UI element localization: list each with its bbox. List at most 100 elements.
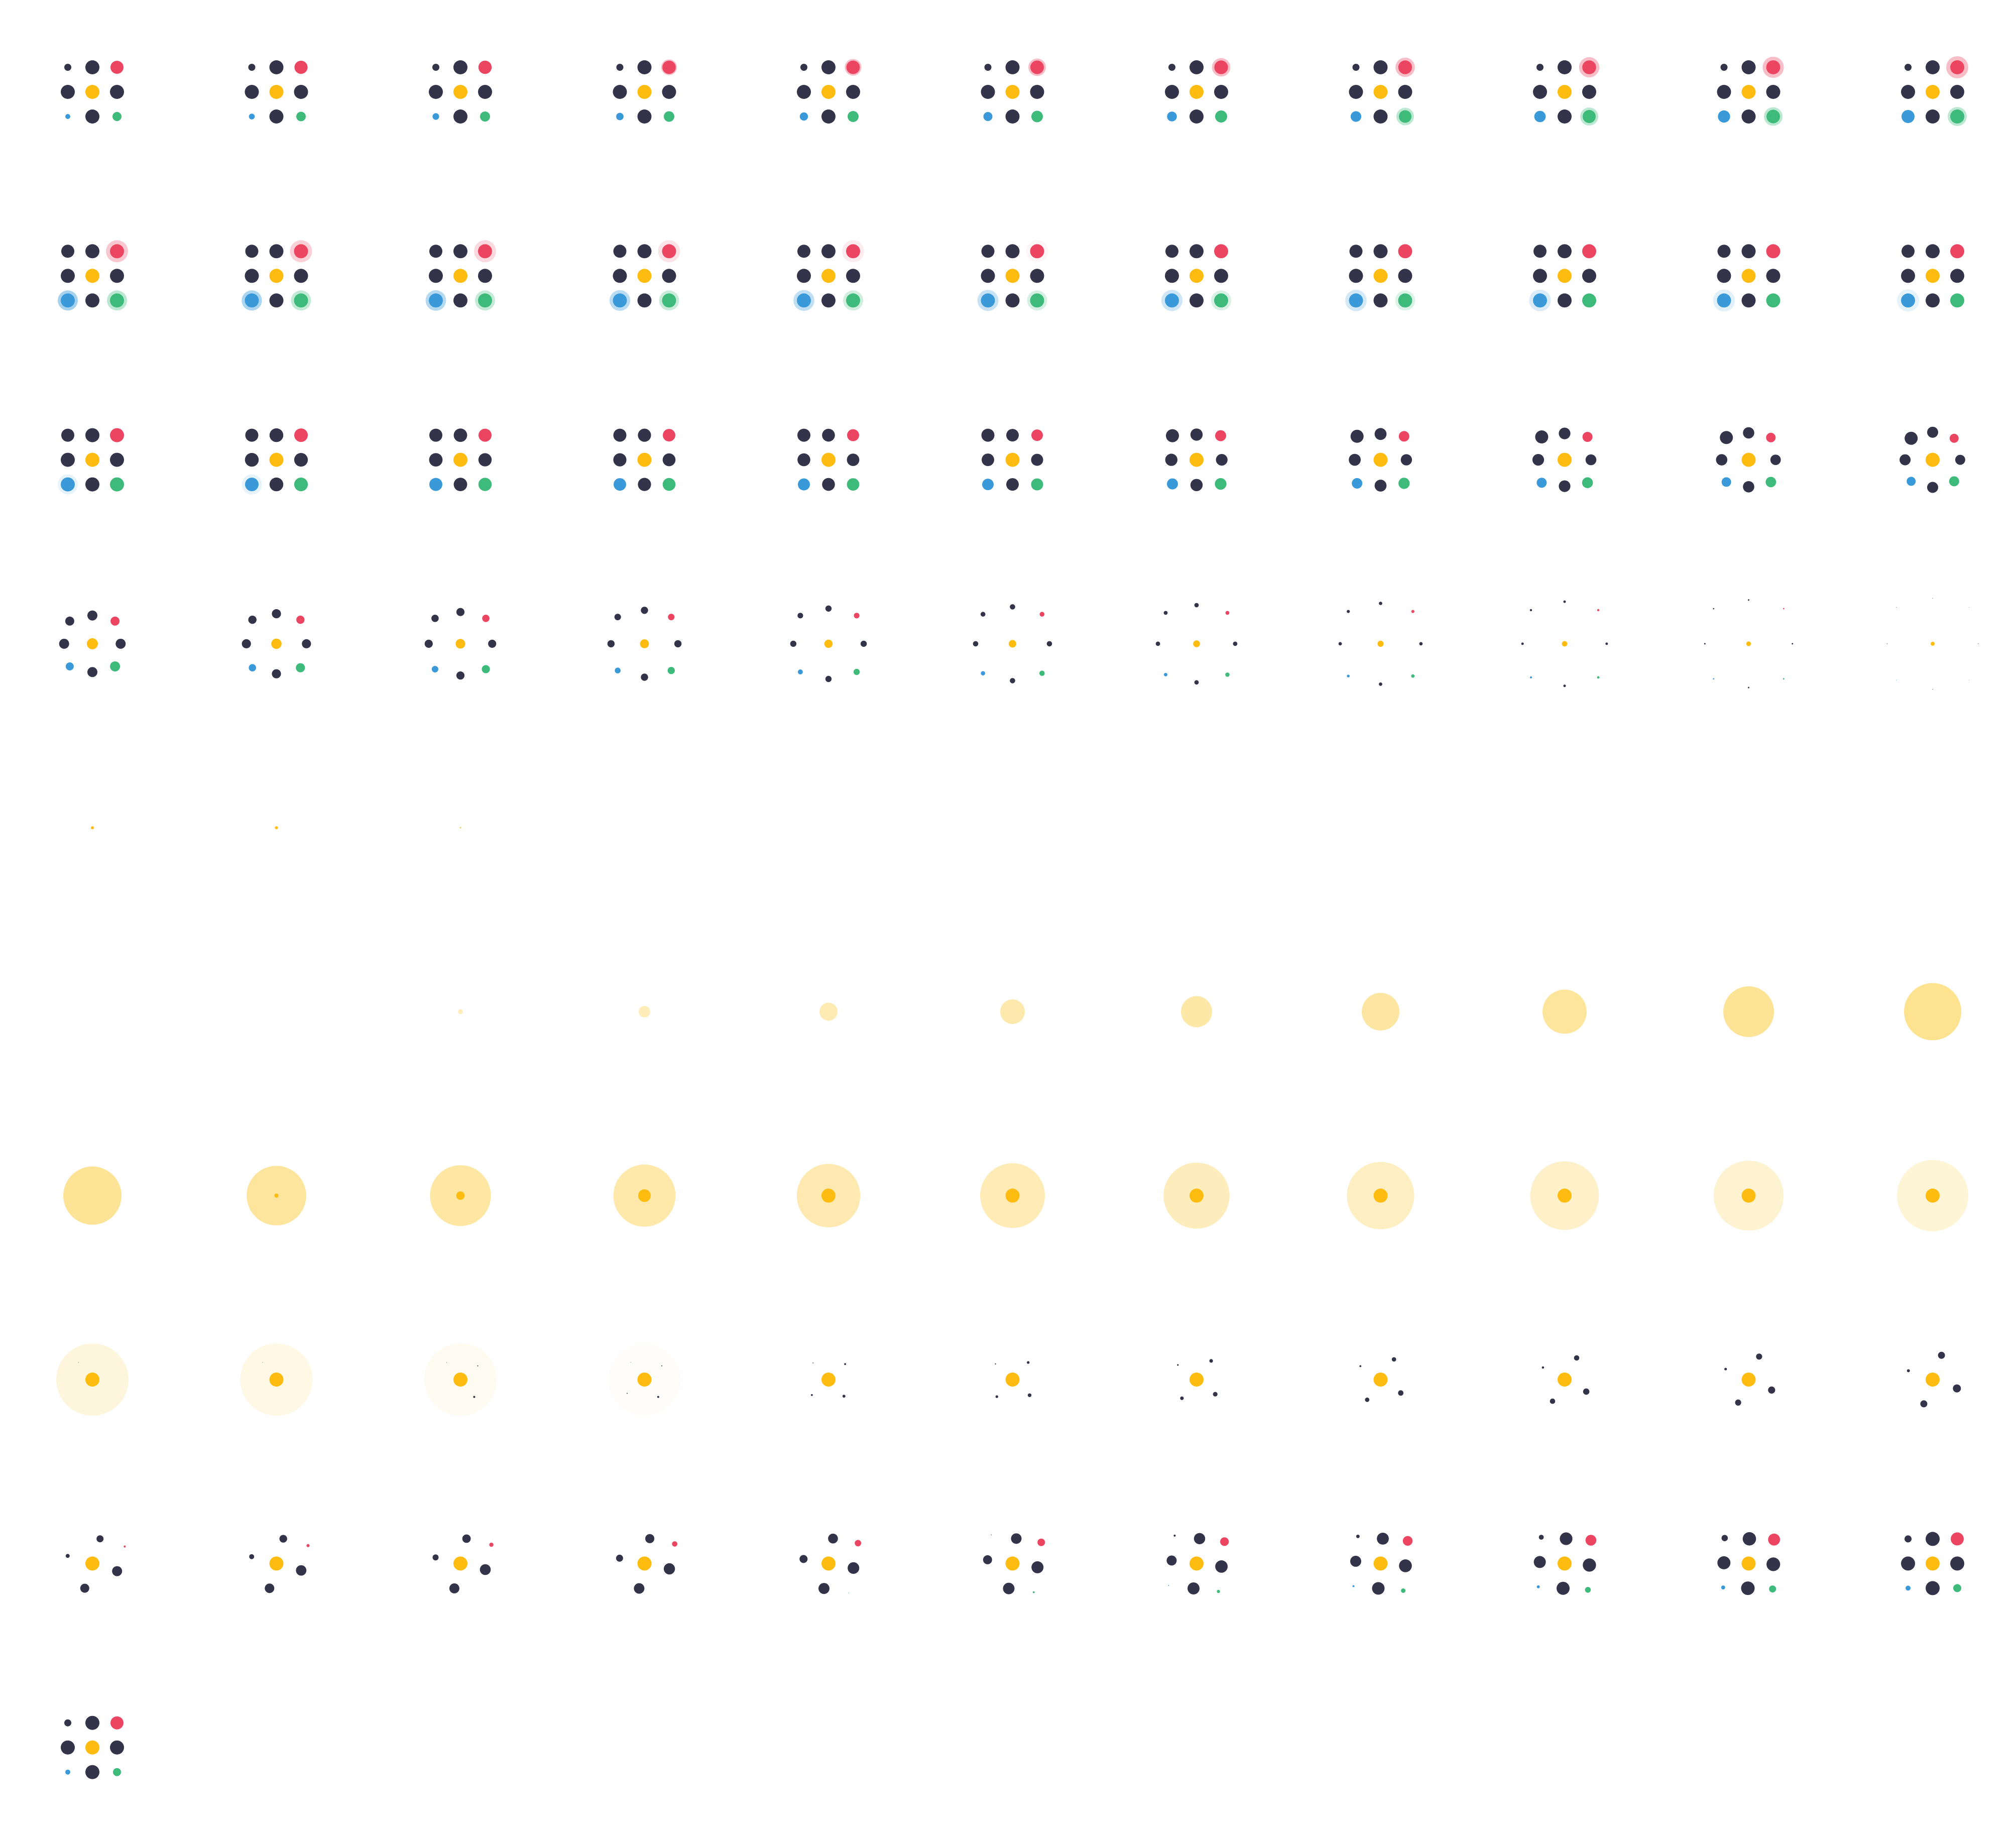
dot-right: [294, 453, 308, 467]
dot-bottom-right: [1031, 110, 1043, 123]
dot-top: [1373, 60, 1388, 74]
dot-left: [1717, 85, 1731, 99]
dot-top-left: [1717, 245, 1731, 258]
dot-bottom: [1379, 682, 1382, 686]
dot-right: [846, 85, 860, 99]
dot-center: [1190, 269, 1204, 283]
dot-top: [821, 60, 836, 74]
dot-top: [453, 60, 467, 74]
dot-bottom-right: [1217, 1589, 1220, 1593]
dot-left: [982, 453, 994, 467]
dot-top-right: [1766, 60, 1781, 74]
dot-bottom-left: [432, 113, 439, 120]
center-glow: [819, 1002, 838, 1021]
dot-top-right: [1037, 1538, 1045, 1546]
dot-bottom-left: [429, 293, 443, 308]
dot-bottom-right: [1411, 674, 1415, 678]
center-glow: [1362, 993, 1399, 1030]
dot-top-right: [306, 1544, 310, 1547]
dot-top: [661, 1365, 662, 1366]
dot-top-right: [1582, 60, 1596, 74]
dot-top-right: [847, 429, 859, 441]
dot-top-right: [662, 60, 676, 74]
dot-bottom-right: [482, 665, 490, 673]
dot-bottom: [85, 477, 99, 492]
dot-top: [85, 1715, 99, 1730]
dot-top-right: [1031, 429, 1043, 441]
dot-center: [1373, 452, 1388, 467]
dot-bottom: [825, 675, 832, 682]
dot-bottom: [272, 669, 281, 678]
dot-center: [1926, 1556, 1940, 1571]
dot-top: [1558, 244, 1572, 259]
dot-center: [1558, 1188, 1572, 1203]
dot-bottom-left: [1350, 111, 1362, 122]
dot-center: [1926, 85, 1940, 99]
dot-bottom: [1735, 1399, 1741, 1406]
dot-center: [1190, 85, 1204, 99]
dot-bottom: [1190, 293, 1204, 308]
dot-bottom-right: [1585, 1587, 1591, 1593]
dot-top: [1756, 1353, 1762, 1360]
dot-bottom-right: [1398, 293, 1412, 308]
dot-top: [1006, 429, 1019, 442]
dot-top-right: [1398, 431, 1409, 442]
dot-left: [1532, 454, 1545, 466]
dot-bottom-left: [1536, 1585, 1540, 1588]
dot-bottom-right: [1215, 110, 1227, 123]
dot-right: [1953, 1384, 1961, 1393]
dot-bottom-left: [1167, 478, 1178, 490]
dot-right: [1950, 269, 1964, 283]
dot-bottom-right: [1401, 1588, 1406, 1593]
center-glow: [1904, 983, 1961, 1041]
dot-bottom-left: [65, 662, 74, 670]
dot-top-left: [429, 428, 442, 442]
dot-top-left: [1166, 429, 1179, 442]
dot-top: [1741, 60, 1756, 74]
dot-left: [1901, 269, 1915, 283]
dot-top: [641, 607, 648, 614]
dot-top: [1194, 603, 1199, 608]
dot-left: [616, 1554, 623, 1562]
dot-bottom-right: [1032, 1591, 1035, 1593]
dot-bottom-right: [664, 111, 674, 122]
dot-top-left: [1349, 245, 1363, 258]
dot-left: [1717, 1556, 1731, 1569]
dot-top: [269, 428, 284, 442]
dot-top-right: [855, 1540, 862, 1547]
dot-top-left: [800, 64, 807, 71]
dot-center: [1373, 1188, 1388, 1203]
dot-right: [302, 639, 311, 648]
dot-top-left: [1905, 431, 1918, 445]
dot-bottom-right: [110, 477, 124, 492]
dot-right: [110, 452, 124, 467]
dot-top: [1559, 427, 1571, 439]
dot-center: [824, 639, 833, 648]
dot-bottom-left: [1530, 676, 1532, 678]
dot-center: [455, 639, 465, 649]
dot-left: [797, 85, 811, 99]
dot-bottom: [1927, 482, 1938, 493]
dot-top-right: [1220, 1537, 1229, 1546]
dot-top-left: [1168, 64, 1175, 71]
dot-top-left: [984, 64, 992, 71]
dot-top: [462, 1534, 471, 1543]
dot-left: [1338, 642, 1342, 646]
dot-right: [1770, 454, 1781, 465]
dot-left: [1533, 85, 1547, 99]
dot-bottom: [1741, 109, 1756, 124]
dot-top: [1379, 602, 1382, 605]
dot-bottom: [1741, 1581, 1755, 1595]
dot-top-left: [797, 428, 810, 442]
dot-right: [663, 1563, 675, 1575]
dot-left: [797, 269, 811, 283]
dot-center: [1741, 452, 1756, 467]
dot-bottom: [453, 109, 467, 124]
dot-bottom-right: [110, 661, 121, 671]
dot-bottom: [1741, 293, 1756, 308]
dot-right: [473, 1396, 476, 1398]
dot-bottom-left: [1165, 293, 1179, 308]
dot-right: [296, 1565, 307, 1576]
dot-right: [1398, 1390, 1404, 1396]
dot-top: [269, 60, 284, 74]
